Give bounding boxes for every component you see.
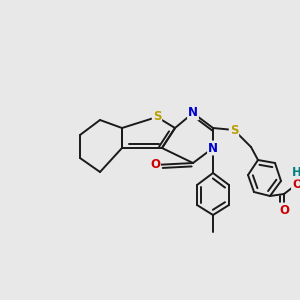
Text: H: H xyxy=(292,166,300,178)
Text: S: S xyxy=(153,110,161,124)
Text: N: N xyxy=(208,142,218,154)
Text: S: S xyxy=(230,124,238,136)
Text: O: O xyxy=(292,178,300,190)
Text: O: O xyxy=(279,203,289,217)
Text: N: N xyxy=(188,106,198,119)
Text: O: O xyxy=(150,158,160,172)
